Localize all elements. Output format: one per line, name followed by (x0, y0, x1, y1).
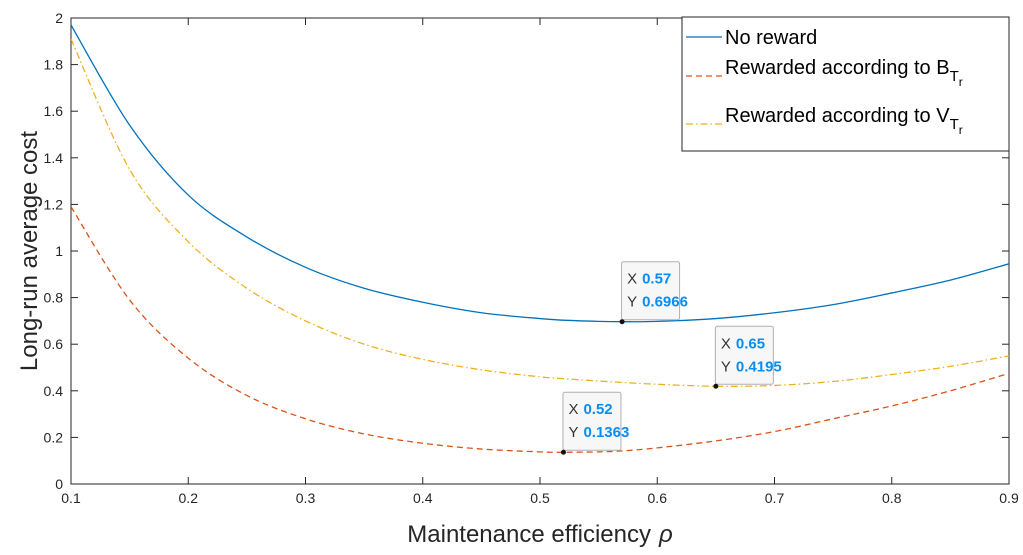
data-tips: X 0.57 Y 0.6966 X 0.65 Y 0.4195 X 0.52 Y 0.1363 (560, 261, 782, 455)
legend-label-rewarded-v: Rewarded according to VTr (725, 105, 963, 137)
data-tip-marker[interactable] (619, 319, 625, 325)
data-tip-box (562, 391, 622, 451)
data-tip-x-key: X (627, 271, 637, 288)
data-tip-x-value: 0.65 (736, 335, 765, 352)
x-tick-label: 0.1 (61, 490, 81, 506)
legend-label-rewarded-v-text: Rewarded according to V (725, 105, 950, 127)
series-line-no-reward (71, 24, 1009, 323)
data-tip-box (714, 325, 774, 385)
legend-label-rewarded-b-text: Rewarded according to B (725, 57, 950, 79)
legend: No reward Rewarded according to BTr Rewa… (681, 16, 1010, 152)
data-tip[interactable]: X 0.52 Y 0.1363 (560, 391, 629, 455)
data-tip-y-key: Y (721, 358, 731, 375)
data-tip[interactable]: X 0.65 Y 0.4195 (713, 325, 782, 389)
legend-label-rewarded-v-subsub: r (959, 123, 963, 137)
data-tip-x-value: 0.52 (583, 401, 612, 418)
y-tick-label: 0.6 (44, 336, 64, 352)
y-tick-label: 0.8 (44, 290, 64, 306)
y-tick-label: 0.4 (44, 383, 64, 399)
y-tick-label: 1.4 (44, 150, 64, 166)
data-tip-y-value: 0.4195 (736, 358, 782, 375)
data-tip[interactable]: X 0.57 Y 0.6966 (619, 261, 688, 325)
x-axis-symbol: ρ (658, 521, 673, 548)
data-tip-x-key: X (568, 401, 578, 418)
legend-label-no-reward: No reward (725, 27, 817, 49)
x-tick-label: 0.2 (179, 490, 199, 506)
x-axis-title-text: Maintenance efficiency (407, 521, 651, 548)
data-tip-marker[interactable] (560, 449, 566, 455)
data-tip-x-key: X (721, 335, 731, 352)
y-tick-label: 1.8 (44, 57, 64, 73)
y-axis-title: Long-run average cost (16, 131, 43, 371)
data-tip-x-value: 0.57 (642, 271, 671, 288)
x-tick-label: 0.8 (882, 490, 902, 506)
data-tip-y-key: Y (627, 294, 637, 311)
y-tick-label: 1.6 (44, 103, 64, 119)
data-tip-marker[interactable] (713, 383, 719, 389)
x-tick-label: 0.5 (530, 490, 550, 506)
x-tick-label: 0.7 (765, 490, 785, 506)
legend-label-rewarded-b: Rewarded according to BTr (725, 57, 963, 89)
y-tick-label: 1.2 (44, 196, 64, 212)
series-lines (71, 24, 1009, 453)
data-tip-y-key: Y (568, 424, 578, 441)
x-tick-label: 0.9 (999, 490, 1019, 506)
y-tick-label: 0 (55, 476, 63, 492)
data-tip-box (621, 261, 681, 321)
legend-box (681, 16, 1010, 152)
legend-label-rewarded-v-sub: T (950, 116, 959, 133)
data-tip-y-value: 0.1363 (583, 424, 629, 441)
legend-label-rewarded-b-subsub: r (959, 75, 963, 89)
x-tick-label: 0.4 (413, 490, 433, 506)
y-tick-label: 1 (55, 243, 63, 259)
x-axis-title: Maintenance efficiency ρ (407, 521, 673, 548)
x-tick-label: 0.6 (648, 490, 668, 506)
legend-label-rewarded-b-sub: T (950, 68, 959, 85)
data-tip-y-value: 0.6966 (642, 294, 688, 311)
series-line-rewarded-b (71, 206, 1009, 453)
y-tick-label: 0.2 (44, 429, 64, 445)
y-tick-label: 2 (55, 10, 63, 26)
axis-ticks: 0.1 0.2 0.3 0.4 0.5 0.6 0.7 0.8 0.9 0 0.2 0.4 0.6 0.8… (44, 10, 1019, 506)
x-tick-label: 0.3 (296, 490, 316, 506)
